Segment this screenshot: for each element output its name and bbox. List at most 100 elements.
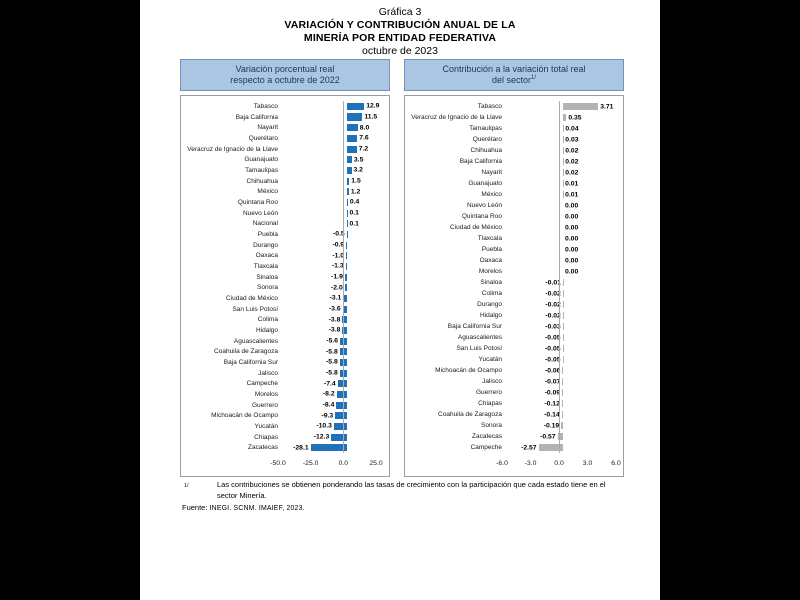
value-label: -0.05	[545, 345, 561, 352]
footnote-reference: 1/	[531, 75, 537, 81]
chart-title-block: Gráfica 3 VARIACIÓN Y CONTRIBUCIÓN ANUAL…	[140, 0, 660, 58]
chart-row: Yucatán -0.05	[406, 354, 622, 365]
value-label: -3.8	[328, 316, 341, 324]
category-label: Oaxaca	[255, 252, 278, 260]
value-label: -3.8	[328, 326, 341, 334]
value-label: 0.4	[349, 198, 360, 206]
category-label: Coahuila de Zaragoza	[438, 411, 502, 418]
value-label: -0.02	[545, 290, 561, 297]
value-label: 11.5	[364, 113, 378, 121]
category-label: Baja California Sur	[447, 323, 502, 330]
bar-track: -28.1	[282, 443, 380, 454]
chart-row: Baja California Sur -0.03	[406, 321, 622, 332]
bar-track: -0.05	[506, 332, 620, 343]
category-label: Sinaloa	[480, 279, 502, 286]
axis-tick-label: -6.0	[496, 460, 508, 467]
variation-chart-panel: Variación porcentual real respecto a oct…	[180, 59, 390, 477]
value-label: -0.19	[543, 422, 560, 429]
chart-header-line: respecto a octubre de 2022	[230, 75, 340, 85]
chart-row: Chiapas -12.3	[182, 432, 388, 443]
value-label: -0.9	[332, 241, 345, 249]
bar-rows-container: Tabasco 12.9 Baja California 11.5 Nayarit 8.0…	[182, 101, 388, 453]
bar-track: -2.0	[282, 282, 380, 293]
bar-track: 0.02	[506, 167, 620, 178]
bar-track: 0.35	[506, 112, 620, 123]
value-label: 0.1	[349, 220, 359, 228]
category-label: Chiapas	[478, 400, 502, 407]
bar	[562, 388, 563, 397]
chart-row: Jalisco -0.07	[406, 376, 622, 387]
bar-track: -0.09	[506, 387, 620, 398]
chart-row: Guerrero -0.09	[406, 387, 622, 398]
chart-row: Durango -0.02	[406, 299, 622, 310]
category-label: Chihuahua	[246, 177, 278, 185]
value-label: -2.0	[331, 284, 343, 292]
category-label: Ciudad de México	[449, 224, 502, 231]
chart-row: Michoacán de Ocampo -0.06	[406, 365, 622, 376]
category-label: Veracruz de Ignacio de la Llave	[187, 145, 278, 153]
bar-track: 11.5	[282, 112, 380, 123]
category-label: Chihuahua	[470, 147, 502, 154]
category-label: Michoacán de Ocampo	[435, 367, 502, 374]
category-label: Sonora	[257, 284, 278, 292]
category-label: Puebla	[481, 246, 502, 253]
chart-row: Nacional 0.1	[182, 218, 388, 229]
chart-row: Campeche -2.57	[406, 442, 622, 453]
chart-row: Quintana Roo 0.00	[406, 211, 622, 222]
bar-track: -3.8	[282, 314, 380, 325]
value-label: -3.1	[329, 294, 342, 302]
chart-row: Oaxaca 0.00	[406, 255, 622, 266]
value-label: 3.5	[353, 156, 364, 164]
bar-track: 7.6	[282, 133, 380, 144]
chart-row: Michoacán de Ocampo -9.3	[182, 410, 388, 421]
chart-row: Nuevo León 0.1	[182, 208, 388, 219]
zero-axis-line	[559, 101, 560, 453]
value-label: -10.3	[316, 422, 332, 430]
value-label: -2.57	[521, 444, 537, 451]
value-label: -5.6	[326, 337, 339, 345]
bar	[344, 273, 348, 281]
category-label: Puebla	[257, 230, 278, 238]
chart-row: Yucatán -10.3	[182, 421, 388, 432]
chart-row: Guanajuato 0.01	[406, 178, 622, 189]
axis-tick-label: -50.0	[270, 460, 286, 467]
category-label: Nacional	[252, 220, 278, 228]
chart-row: Chihuahua 0.02	[406, 145, 622, 156]
chart-row: Zacatecas -28.1	[182, 443, 388, 454]
period-label: octubre de 2023	[362, 45, 438, 57]
bar-rows-container: Tabasco 3.71 Veracruz de Ignacio de la Lla…	[406, 101, 622, 453]
bar	[342, 326, 348, 334]
bar	[347, 177, 350, 185]
chart-row: México 0.01	[406, 189, 622, 200]
chart-row: Nuevo León 0.00	[406, 200, 622, 211]
bar	[561, 399, 563, 408]
bar-track: -0.57	[506, 431, 620, 442]
category-label: Nuevo León	[466, 202, 502, 209]
bar-track: -0.12	[506, 398, 620, 409]
bar-track: -0.05	[506, 354, 620, 365]
category-label: Campeche	[470, 444, 502, 451]
bar-track: 0.00	[506, 233, 620, 244]
category-label: Nayarit	[257, 124, 278, 132]
bar	[337, 380, 348, 388]
axis-tick-label: -3.0	[524, 460, 537, 467]
x-axis-tick-row: -6.0 -3.0 0.0 3.0 6.0	[406, 460, 622, 469]
bar-track: -5.8	[282, 357, 380, 368]
chart-row: Tabasco 12.9	[182, 101, 388, 112]
value-label: 0.00	[565, 224, 579, 231]
category-label: San Luis Potosí	[232, 305, 278, 313]
bar	[347, 145, 357, 153]
bar	[346, 252, 348, 260]
value-label: -12.3	[313, 433, 330, 441]
chart-row: Colima -0.02	[406, 288, 622, 299]
bar	[561, 410, 563, 419]
value-label: 0.00	[565, 235, 579, 242]
chart-row: Campeche -7.4	[182, 378, 388, 389]
x-axis-tick-row: -50.0 -25.0 0.0 25.0	[182, 460, 388, 469]
bar	[561, 421, 563, 430]
bar-track: -7.4	[282, 378, 380, 389]
bar-track: -0.02	[506, 310, 620, 321]
value-label: 0.03	[565, 136, 579, 143]
chart-row: Durango -0.9	[182, 240, 388, 251]
value-label: -0.05	[545, 334, 561, 341]
